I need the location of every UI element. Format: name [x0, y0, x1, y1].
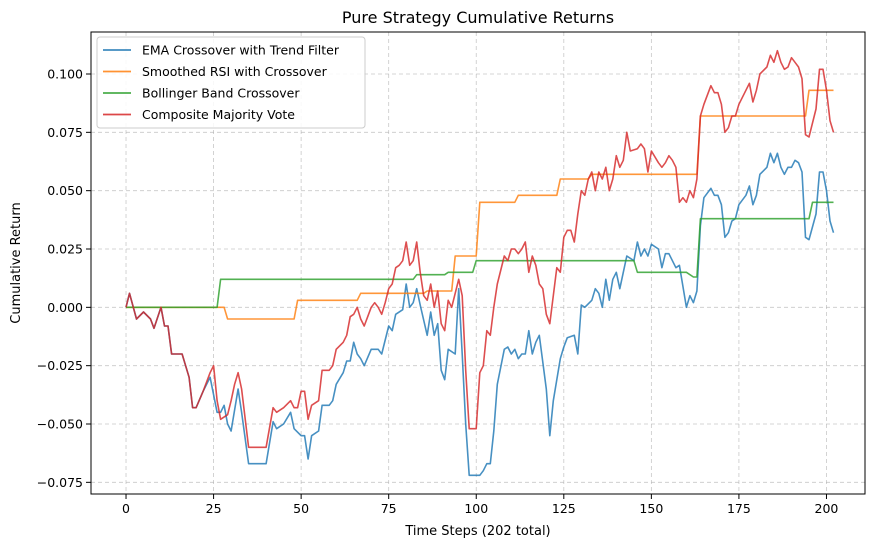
y-tick-label: −0.075 — [37, 475, 83, 490]
y-tick-label: 0.000 — [47, 300, 83, 315]
series-lines — [125, 49, 835, 477]
grid-lines — [91, 32, 865, 494]
y-tick-label: 0.075 — [47, 125, 83, 140]
y-tick-label: 0.100 — [47, 67, 83, 82]
x-tick-label: 0 — [122, 501, 130, 516]
y-tick-label: −0.025 — [37, 358, 83, 373]
chart-title: Pure Strategy Cumulative Returns — [342, 8, 614, 27]
y-tick-label: 0.050 — [47, 183, 83, 198]
series-line-4 — [125, 49, 835, 449]
x-tick-label: 150 — [639, 501, 663, 516]
x-tick-label: 200 — [815, 501, 839, 516]
legend-label: Bollinger Band Crossover — [142, 86, 300, 101]
y-tick-label: 0.025 — [47, 242, 83, 257]
legend-label: EMA Crossover with Trend Filter — [142, 43, 340, 58]
series-line-3 — [126, 201, 834, 309]
y-tick-label: −0.050 — [37, 417, 83, 432]
x-tick-label: 75 — [381, 501, 397, 516]
x-tick-label: 125 — [552, 501, 576, 516]
legend-label: Composite Majority Vote — [142, 107, 295, 122]
y-axis-ticks: −0.075 −0.050 −0.025 0.000 0.025 0.050 0.075 0.… — [37, 67, 91, 490]
legend-label: Smoothed RSI with Crossover — [142, 64, 328, 79]
y-axis-label: Cumulative Return — [9, 202, 24, 323]
plot-frame — [90, 31, 866, 495]
series-line-1 — [125, 152, 835, 477]
x-tick-label: 100 — [464, 501, 488, 516]
x-tick-label: 175 — [727, 501, 751, 516]
legend-box — [96, 36, 366, 129]
x-tick-label: 25 — [206, 501, 222, 516]
x-tick-label: 50 — [293, 501, 309, 516]
x-axis-ticks: 0 25 50 75 100 125 150 175 200 — [122, 494, 838, 516]
x-axis-label: Time Steps (202 total) — [404, 524, 550, 539]
legend: EMA Crossover with Trend Filter Smoothed … — [96, 36, 366, 129]
